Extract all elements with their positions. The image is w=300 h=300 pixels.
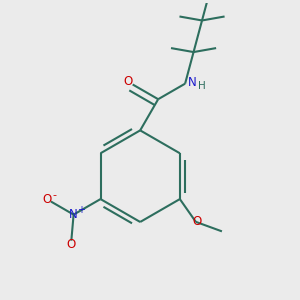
Text: N: N bbox=[69, 208, 78, 221]
Text: O: O bbox=[67, 238, 76, 251]
Text: H: H bbox=[197, 81, 205, 91]
Text: +: + bbox=[77, 205, 85, 215]
Text: O: O bbox=[123, 75, 132, 88]
Text: -: - bbox=[53, 190, 57, 200]
Text: N: N bbox=[188, 76, 197, 89]
Text: O: O bbox=[42, 194, 52, 206]
Text: O: O bbox=[193, 215, 202, 228]
